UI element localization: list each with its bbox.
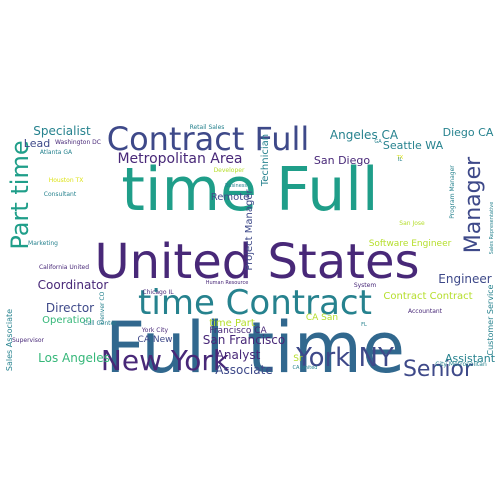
word-part-time: Part time (6, 140, 34, 249)
word-manager: Manager (461, 156, 486, 253)
word-city-metropolitan: City Metropolitan (435, 361, 487, 368)
word-sales-representative: Sales Representative (489, 202, 495, 255)
word-atlanta-ga: Atlanta GA (40, 149, 73, 156)
word-customer-service: Customer Service (486, 284, 495, 355)
word-fl: FL (361, 322, 367, 328)
word-accountant: Accountant (408, 308, 443, 315)
word-consultant: Consultant (44, 191, 77, 198)
word-ca-united: CA United (293, 365, 318, 371)
word-coordinator: Coordinator (38, 278, 109, 292)
word-diego-ca: Diego CA (443, 126, 494, 139)
word-analyst: Analyst (216, 348, 261, 362)
word-metropolitan-area: Metropolitan Area (117, 151, 242, 167)
word-washington-dc: Washington DC (55, 139, 101, 146)
word-time-full: time Full (121, 155, 378, 225)
word-supervisor: Supervisor (12, 337, 45, 344)
word-ga: GA (374, 139, 382, 145)
word-associate: Associate (215, 363, 272, 377)
word-chicago-il: Chicago IL (142, 289, 174, 296)
word-software-engineer: Software Engineer (369, 239, 452, 249)
word-remote: Remote (211, 192, 250, 203)
word-retail-sales: Retail Sales (190, 124, 225, 131)
word-marketing: Marketing (28, 240, 58, 247)
word-operation: Operation (42, 315, 92, 326)
word-project-manager: Project Manager (244, 189, 255, 271)
word-new-york: New York (101, 344, 230, 377)
word-specialist: Specialist (33, 124, 91, 138)
word-san-diego: San Diego (314, 154, 370, 167)
word-york-ny: York NY (295, 343, 394, 373)
word-ca-new: CA New (138, 335, 173, 345)
word-il: IL (398, 157, 402, 163)
word-angeles-ca: Angeles CA (330, 128, 399, 142)
word-contract-full: Contract Full (107, 120, 310, 158)
word-seattle-wa: Seattle WA (383, 139, 444, 152)
word-program-manager: Program Manager (449, 165, 456, 219)
word-engineer: Engineer (438, 272, 492, 286)
word-san-francisco: San Francisco (203, 333, 285, 347)
word-full-time: Full time (105, 307, 405, 389)
word-time-part: time Part (209, 318, 255, 329)
word-san-jose: San Jose (399, 220, 425, 227)
word-california-united: California United (39, 264, 89, 271)
word-senior: Senior (403, 357, 474, 382)
word-assistant: Assistant (445, 352, 496, 365)
word-system: System (354, 282, 377, 289)
word-los-angeles: Los Angeles (38, 351, 110, 365)
word-tx: TX (396, 155, 404, 161)
word-denver-co: Denver CO (99, 291, 106, 324)
word-business: Business (225, 183, 247, 189)
word-ca-san: CA San (306, 313, 338, 323)
word-francisco-ca: Francisco CA (209, 326, 267, 336)
word-time-contract: time Contract (138, 283, 372, 323)
word-technician: Technician (260, 134, 271, 187)
word-sales-associate: Sales Associate (5, 309, 14, 371)
word-developer: Developer (214, 167, 245, 174)
word-houston-tx: Houston TX (49, 177, 84, 184)
word-call-center: Call Center (83, 320, 117, 327)
word-human-resource: Human Resource (206, 280, 249, 286)
word-contract-contract: Contract Contract (383, 291, 472, 302)
word-lead: Lead (24, 137, 50, 150)
word-director: Director (46, 301, 94, 315)
word-sr: Sr (293, 354, 303, 364)
word-york-city: York City (141, 327, 169, 334)
word-united-states: United States (94, 234, 419, 290)
